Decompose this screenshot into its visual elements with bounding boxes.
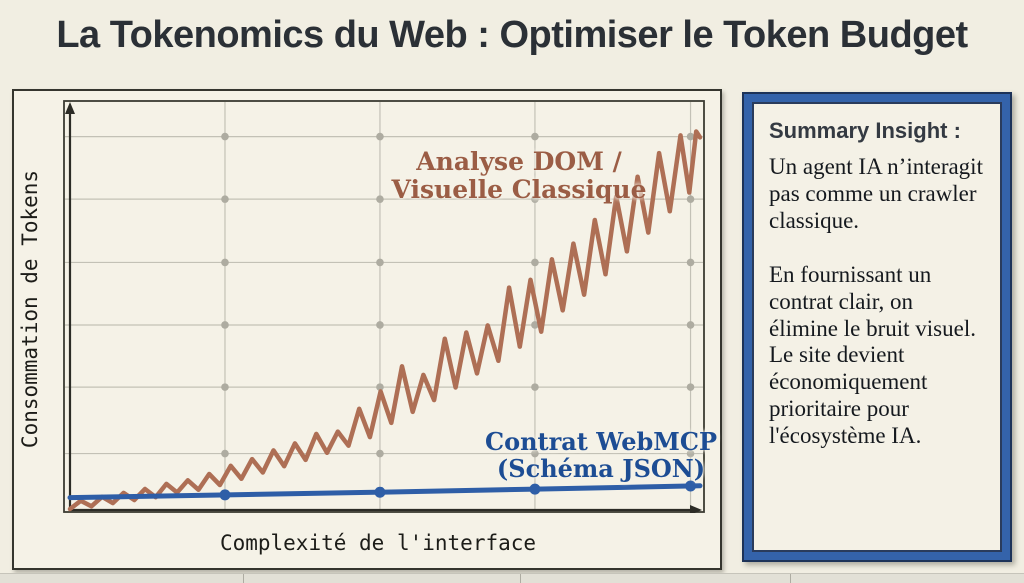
chart-plot (63, 100, 705, 513)
series-label-dom-analysis: Analyse DOM / Visuelle Classique (329, 148, 709, 204)
series-label-line: (Schéma JSON) (496, 453, 706, 483)
strip-divider (520, 574, 521, 583)
summary-title: Summary Insight : (769, 118, 961, 143)
summary-box-content: Summary Insight : Un agent IA n’interagi… (752, 102, 1002, 552)
bottom-strip (0, 573, 1024, 583)
summary-paragraph: Un agent IA n’interagit pas comme un cra… (769, 154, 983, 233)
chart-panel: Consommation de Tokens Complexité de l'i… (12, 89, 722, 570)
series-label-line: Visuelle Classique (391, 175, 647, 204)
series-label-line: Analyse DOM / (416, 147, 622, 176)
y-axis-label: Consommation de Tokens (18, 169, 42, 449)
strip-divider (790, 574, 791, 583)
x-axis-label: Complexité de l'interface (219, 531, 537, 555)
summary-box-border: Summary Insight : Un agent IA n’interagi… (744, 94, 1010, 560)
strip-divider (243, 574, 244, 583)
summary-paragraph: Le site devient économiquement prioritai… (769, 342, 928, 449)
page-title: La Tokenomics du Web : Optimiser le Toke… (56, 14, 968, 56)
series-label-webmcp-contract: Contrat WebMCP (Schéma JSON) (466, 427, 736, 483)
series-label-line: Contrat WebMCP (484, 427, 718, 456)
summary-insight-box: Summary Insight : Un agent IA n’interagi… (742, 92, 1012, 562)
summary-paragraph: En fournissant un contrat clair, on élim… (769, 261, 976, 341)
